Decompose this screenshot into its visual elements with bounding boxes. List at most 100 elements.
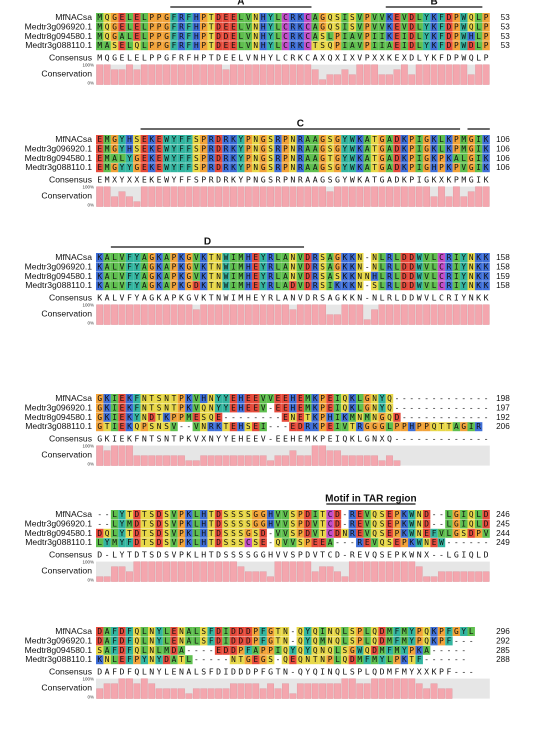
residue: P [335, 41, 340, 50]
residue-cell [304, 31, 312, 41]
residue-cell [244, 262, 253, 272]
residue: P [179, 403, 184, 412]
conservation-bar [475, 571, 483, 582]
consensus-residue: I [476, 175, 481, 185]
consensus-residue: E [172, 667, 177, 677]
residue: L [439, 144, 444, 153]
residue-cell [259, 22, 267, 32]
residue-cell [185, 510, 193, 519]
residue-cell [289, 655, 297, 665]
residue-cell [177, 31, 186, 41]
residue: S [157, 403, 162, 412]
residue-cell [259, 655, 267, 665]
residue-cell [103, 144, 111, 154]
residue: C [439, 262, 444, 271]
residue: I [380, 32, 385, 41]
conservation-bar [252, 64, 260, 85]
residue: I [343, 32, 348, 41]
residue-cell [333, 403, 342, 413]
residue: R [291, 22, 296, 31]
residue-cell [118, 627, 126, 636]
residue: N [231, 655, 236, 664]
residue-cell [415, 645, 423, 655]
residue-cell [430, 627, 438, 636]
conservation-bar [393, 186, 401, 207]
consensus-residue: - [290, 667, 295, 677]
residue: Q [105, 13, 110, 22]
residue-cell [326, 627, 334, 636]
position-number: 158 [496, 262, 510, 271]
conservation-bar [326, 74, 334, 85]
residue-cell [214, 271, 223, 281]
residue-cell [200, 538, 208, 548]
residue-cell [103, 645, 111, 655]
consensus-residue: G [320, 175, 325, 185]
residue: Q [380, 538, 385, 547]
residue: K [313, 394, 318, 403]
residue: I [461, 519, 466, 528]
consensus-residue: E [157, 175, 162, 185]
residue: K [402, 510, 407, 519]
residue: N [417, 529, 422, 538]
conservation-bar [289, 186, 297, 207]
residue-cell [259, 510, 267, 519]
residue: E [157, 154, 162, 163]
residue: P [409, 163, 414, 172]
residue-cell [452, 41, 461, 51]
residue: D [246, 627, 251, 636]
residue: N [216, 262, 221, 271]
residue: N [469, 253, 474, 262]
residue: V [194, 253, 199, 262]
conservation-bar [163, 561, 170, 582]
residue: M [350, 413, 355, 422]
consensus-residue: P [172, 293, 177, 303]
consensus-residue: X [134, 175, 139, 185]
residue-cell [252, 394, 260, 403]
residue-cell [437, 253, 446, 262]
residue-cell [289, 519, 297, 529]
conservation-bar [348, 186, 356, 207]
residue-cell [110, 403, 119, 413]
residue-cell [289, 422, 297, 432]
consensus-residue: P [201, 53, 206, 63]
residue: V [120, 253, 125, 262]
consensus-residue: Y [342, 175, 347, 185]
consensus-residue: G [335, 293, 340, 303]
residue-cell [356, 13, 364, 22]
residue: F [439, 32, 444, 41]
residue-cell [333, 271, 342, 281]
residue: K [127, 413, 132, 422]
residue-cell [274, 41, 282, 51]
residue-cell [363, 144, 371, 154]
residue: L [395, 253, 400, 262]
residue: L [194, 510, 199, 519]
consensus-residue: G [335, 175, 340, 185]
residue: G [164, 13, 169, 22]
residue-cell [229, 153, 238, 163]
residue-cell [170, 510, 178, 519]
residue-cell [363, 422, 371, 432]
sequence-name: Medtr3g088110.1 [25, 162, 92, 172]
residue-cell [103, 281, 111, 291]
residue-cell [460, 144, 468, 154]
residue: R [276, 154, 281, 163]
residue-cell [214, 13, 223, 22]
residue: V [298, 253, 303, 262]
residue-cell [140, 538, 149, 548]
residue: Y [424, 41, 429, 50]
residue: E [97, 144, 102, 153]
residue-cell [437, 627, 446, 636]
residue: G [149, 262, 154, 271]
consensus-residue: P [365, 53, 370, 63]
residue: F [187, 154, 192, 163]
residue-cell [408, 253, 416, 262]
residue: I [476, 144, 481, 153]
conservation-bar [378, 460, 386, 466]
residue: - [343, 510, 348, 519]
residue: F [187, 135, 192, 144]
residue-cell [222, 135, 230, 144]
residue: Y [461, 253, 466, 262]
conservation-bar [200, 455, 208, 466]
residue: P [246, 144, 251, 153]
